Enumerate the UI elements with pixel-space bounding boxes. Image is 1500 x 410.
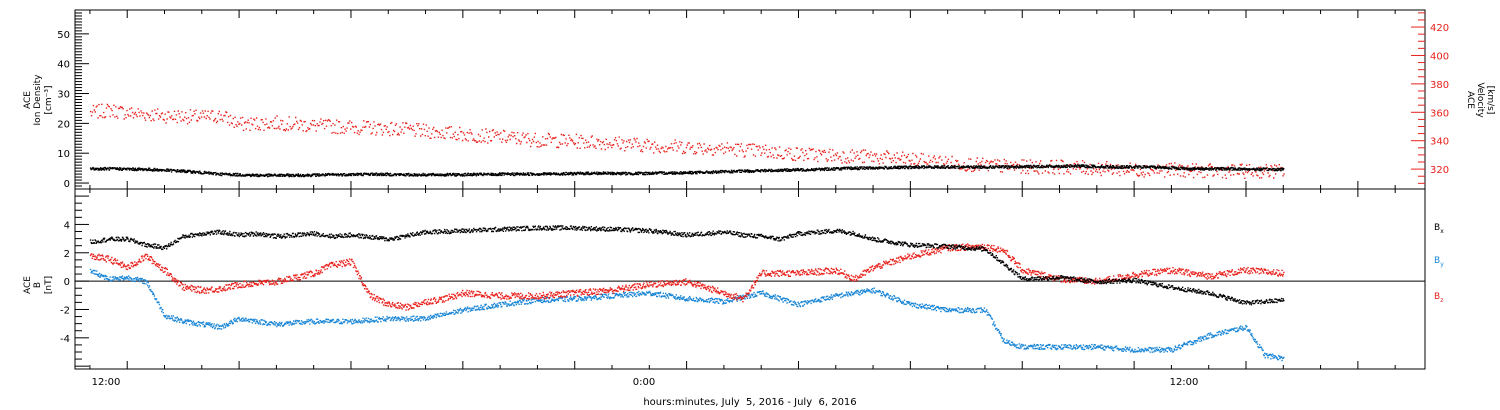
- top-right-axis-title-line2: Velocity: [1475, 82, 1485, 118]
- legend-bx: Bx: [1434, 223, 1444, 235]
- top-left-axis-title-line1: ACE: [23, 91, 33, 109]
- legend-bz: Bz: [1434, 292, 1443, 304]
- top-panel-frame: [74, 9, 1426, 190]
- x-axis-title: hours:minutes, July 5, 2016 - July 6, 20…: [643, 397, 856, 408]
- axis-ticks: [75, 10, 1425, 369]
- density-series: [89, 164, 1285, 178]
- y-tick-label-density: 0: [64, 179, 70, 190]
- bottom-panel-frame: [74, 188, 1426, 370]
- y-tick-label-bfield: 4: [64, 220, 70, 231]
- bottom-left-axis-title-line1: ACE: [23, 276, 33, 294]
- top-right-axis-units: [km/s]: [1485, 86, 1495, 115]
- y-tick-label-velocity: 340: [1430, 137, 1449, 148]
- top-right-axis-title-line1: ACE: [1465, 91, 1475, 109]
- y-tick-label-velocity: 380: [1430, 80, 1449, 91]
- x-tick-label-1200-day2: 12:00: [1170, 377, 1199, 388]
- y-tick-label-velocity: 420: [1430, 23, 1449, 34]
- y-tick-label-density: 30: [57, 90, 70, 101]
- y-tick-label-density: 40: [57, 60, 70, 71]
- y-tick-label-density: 50: [57, 30, 70, 41]
- legend-by: By: [1434, 256, 1444, 268]
- y-tick-label-bfield: -4: [60, 334, 70, 345]
- y-tick-label-bfield: 2: [64, 249, 70, 260]
- bottom-left-axis-title-line2: B: [33, 282, 43, 288]
- y-tick-label-velocity: 320: [1430, 165, 1449, 176]
- top-left-axis-title-line2: Ion Density: [33, 74, 43, 126]
- x-tick-label-0000: 0:00: [633, 377, 655, 388]
- velocity-series-points: [89, 103, 1285, 179]
- y-tick-label-density: 10: [57, 149, 70, 160]
- top-left-axis-units: [cm⁻³]: [44, 85, 54, 114]
- x-tick-label-1200-day1: 12:00: [92, 377, 121, 388]
- y-tick-label-bfield: 0: [64, 277, 70, 288]
- axis-labels: 0 10 20 30 40 50 320 340 360 380 400 420 -4 -2 0 2 4: [57, 23, 1449, 345]
- y-tick-label-bfield: -2: [60, 305, 70, 316]
- data-marks: [89, 103, 1285, 362]
- bottom-left-axis-units: [nT]: [44, 276, 54, 294]
- bx-series-points: [89, 225, 1285, 306]
- y-tick-label-density: 20: [57, 119, 70, 130]
- bx-series: [89, 225, 1285, 306]
- velocity-series: [89, 103, 1285, 179]
- density-series-points: [89, 164, 1285, 178]
- y-tick-label-velocity: 360: [1430, 108, 1449, 119]
- y-tick-label-velocity: 400: [1430, 51, 1449, 62]
